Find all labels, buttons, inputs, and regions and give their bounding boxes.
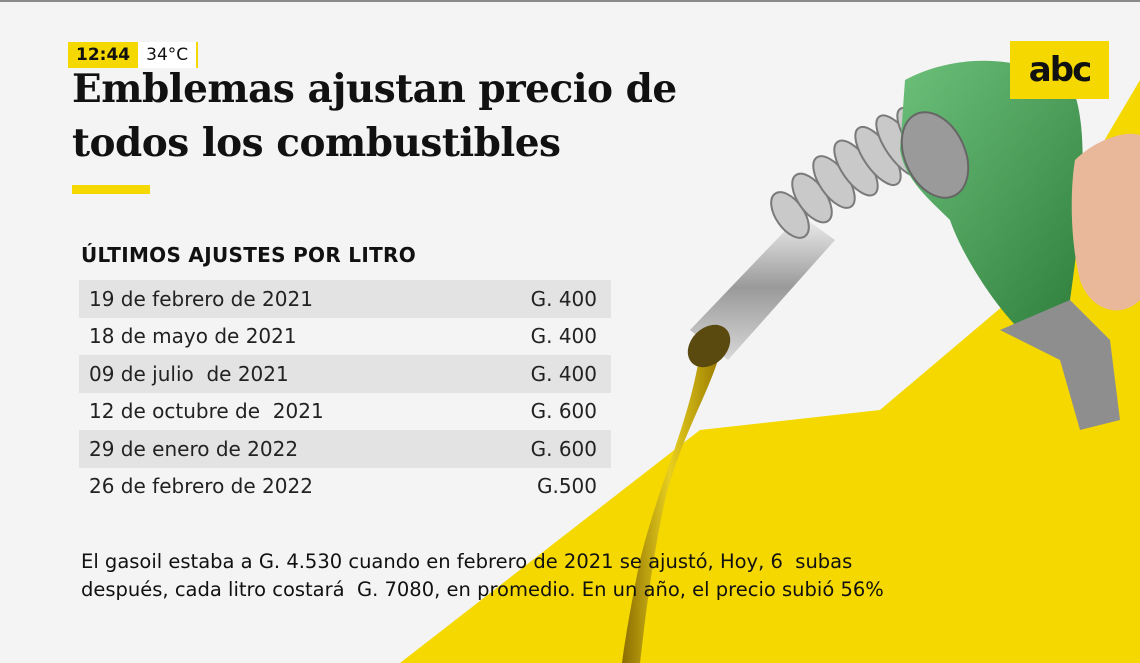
row-amount: G. 600 [530,399,597,424]
row-date: 19 de febrero de 2021 [89,286,313,311]
headline-underline [72,185,150,194]
table-row: 18 de mayo de 2021 G. 400 [79,318,611,356]
row-date: 12 de octubre de 2021 [89,399,324,424]
summary-line-1: El gasoil estaba a G. 4.530 cuando en fe… [81,550,853,573]
table-row: 19 de febrero de 2021 G. 400 [79,280,611,318]
table-row: 29 de enero de 2022 G. 600 [79,430,611,468]
table-row: 26 de febrero de 2022 G.500 [79,468,611,506]
row-date: 09 de julio de 2021 [89,361,289,386]
temperature: 34°C [138,42,199,68]
status-clock: 12:44 34°C [68,42,199,68]
top-divider [0,0,1140,2]
summary-text: El gasoil estaba a G. 4.530 cuando en fe… [81,548,1101,604]
adjustments-table: 19 de febrero de 2021 G. 400 18 de mayo … [79,280,611,505]
row-amount: G. 600 [530,436,597,461]
row-amount: G.500 [536,474,597,499]
clock-time: 12:44 [68,42,139,68]
row-date: 18 de mayo de 2021 [89,324,297,349]
row-amount: G. 400 [530,324,597,349]
headline: Emblemas ajustan precio de todos los com… [72,66,677,166]
table-row: 12 de octubre de 2021 G. 600 [79,393,611,431]
row-amount: G. 400 [530,286,597,311]
summary-line-2: después, cada litro costará G. 7080, en … [81,578,884,601]
row-date: 29 de enero de 2022 [89,436,299,461]
row-date: 26 de febrero de 2022 [89,474,313,499]
table-title: ÚLTIMOS AJUSTES POR LITRO [81,243,417,267]
row-amount: G. 400 [530,361,597,386]
abc-logo: abc [1010,41,1109,99]
table-row: 09 de julio de 2021 G. 400 [79,355,611,393]
